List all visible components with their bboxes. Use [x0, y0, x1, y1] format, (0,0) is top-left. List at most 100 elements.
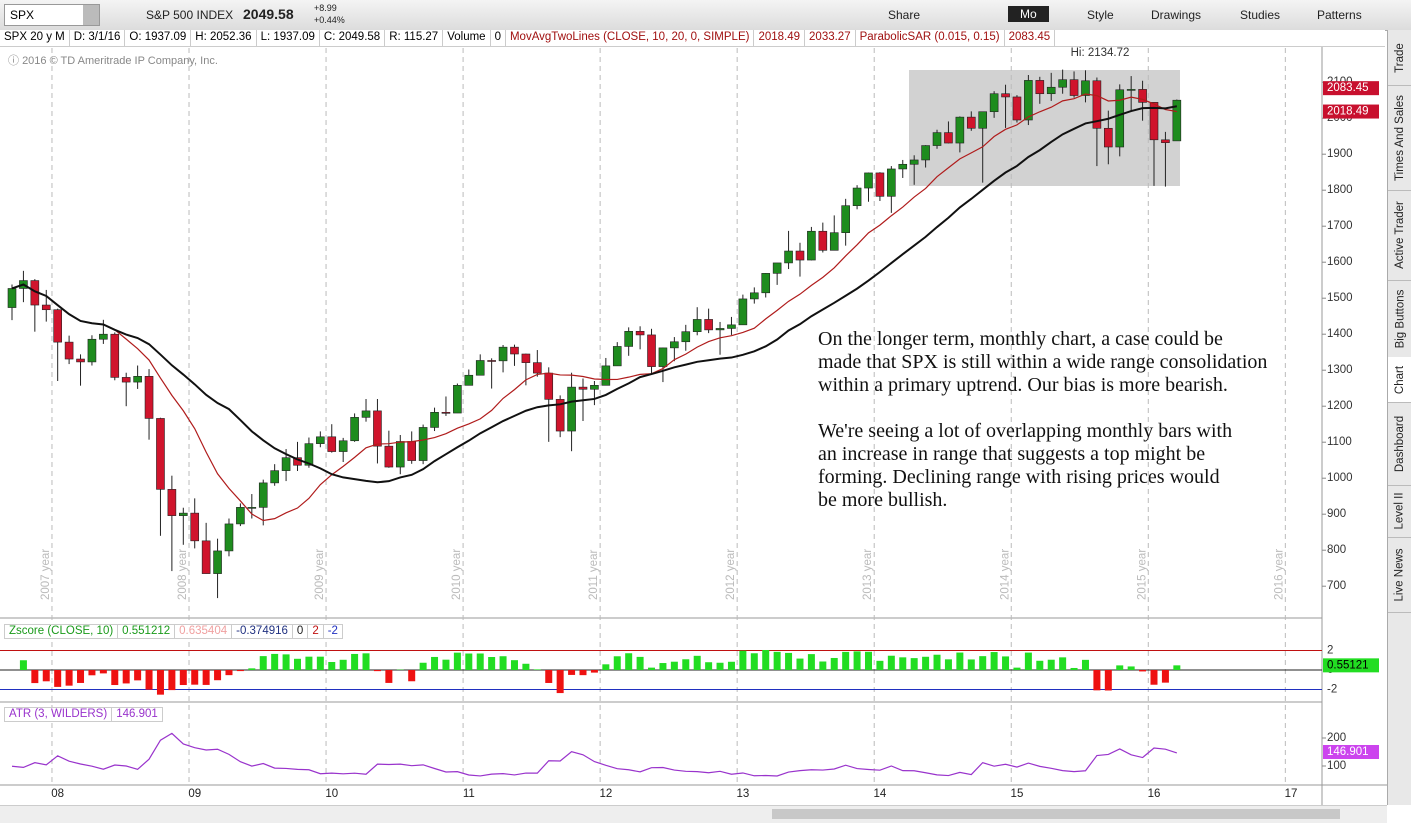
zscore-bar: [1013, 668, 1020, 670]
x-tick-label: 09: [188, 788, 201, 800]
candle-body: [670, 342, 678, 348]
candle-body: [385, 446, 393, 467]
zscore-bar: [77, 670, 84, 683]
candle-body: [225, 524, 233, 551]
sidebar-tab[interactable]: Live News: [1388, 537, 1411, 613]
candle-body: [933, 133, 941, 146]
price-tag: 2083.45: [1327, 82, 1369, 94]
x-tick-label: 17: [1285, 788, 1298, 800]
tab-label: Dashboard: [1394, 415, 1406, 471]
candle-body: [659, 348, 667, 367]
atr-value: ATR (3, WILDERS): [4, 707, 112, 722]
x-tick-label: 14: [874, 788, 887, 800]
zscore-bar: [808, 654, 815, 670]
zscore-bar: [911, 658, 918, 670]
candle-body: [979, 112, 987, 129]
candle-body: [419, 427, 427, 460]
candle-body: [99, 334, 107, 339]
zscore-bar: [385, 670, 392, 683]
atr-header: ATR (3, WILDERS)146.901: [4, 707, 162, 722]
candle-body: [236, 507, 244, 524]
info-item: MovAvgTwoLines (CLOSE, 10, 20, 0, SIMPLE…: [506, 30, 754, 46]
candle-body: [750, 293, 758, 299]
zscore-bar: [283, 654, 290, 670]
candle-body: [1024, 80, 1032, 120]
candle-body: [510, 347, 518, 354]
zscore-bar: [899, 657, 906, 670]
candle-body: [259, 483, 267, 507]
zscore-bar: [819, 661, 826, 670]
drawings-button[interactable]: Drawings: [1151, 8, 1201, 22]
candle-body: [773, 263, 781, 273]
candle-body: [944, 133, 952, 143]
zscore-bar: [237, 670, 244, 671]
sidebar-tab[interactable]: Level II: [1388, 485, 1411, 538]
zscore-bar: [956, 653, 963, 670]
candle-body: [111, 334, 119, 377]
info-item: C: 2049.58: [320, 30, 385, 46]
candle-body: [648, 335, 656, 367]
aggregation-button[interactable]: Mo: [1008, 6, 1049, 22]
zscore-bar: [488, 657, 495, 670]
zscore-bar: [1151, 670, 1158, 685]
sidebar-tab[interactable]: Dashboard: [1388, 402, 1411, 486]
zscore-bar: [1139, 670, 1146, 671]
sidebar-tab[interactable]: Big Buttons: [1388, 280, 1411, 358]
sidebar-tab[interactable]: Trade: [1388, 30, 1411, 86]
zscore-bar: [922, 657, 929, 670]
zscore-bar: [1162, 670, 1169, 683]
zscore-bar: [431, 657, 438, 670]
zscore-bar: [442, 660, 449, 670]
x-tick-label: 12: [599, 788, 612, 800]
info-item: 0: [491, 30, 506, 46]
info-item: 2033.27: [805, 30, 856, 46]
scrollbar[interactable]: [772, 809, 1340, 819]
candle-body: [727, 325, 735, 329]
info-item: O: 1937.09: [125, 30, 191, 46]
candle-body: [431, 412, 439, 427]
candle-body: [910, 160, 918, 164]
candle-body: [1116, 90, 1124, 147]
zscore-bar: [934, 655, 941, 670]
sidebar-tab[interactable]: Chart: [1388, 357, 1411, 403]
zscore-bar: [374, 670, 381, 671]
zscore-bar: [1105, 670, 1112, 690]
zscore-bar: [545, 670, 552, 683]
sidebar-tab[interactable]: Active Trader: [1388, 190, 1411, 281]
candle-body: [1081, 81, 1089, 96]
zscore-bar: [1128, 666, 1135, 670]
info-item: R: 115.27: [385, 30, 443, 46]
x-tick-label: 15: [1011, 788, 1024, 800]
candle-body: [179, 513, 187, 516]
zscore-bar: [328, 662, 335, 670]
zscore-bar: [317, 657, 324, 670]
candle-body: [362, 411, 370, 417]
candle-body: [579, 387, 587, 389]
share-button[interactable]: Share: [888, 8, 920, 22]
zscore-bar: [1173, 665, 1180, 670]
candle-body: [248, 507, 256, 508]
patterns-button[interactable]: Patterns: [1317, 8, 1362, 22]
candle-body: [1104, 128, 1112, 147]
zscore-bar: [522, 664, 529, 670]
x-tick-label: 11: [463, 788, 475, 800]
style-button[interactable]: Style: [1087, 8, 1114, 22]
zscore-bar: [294, 659, 301, 670]
candle-body: [328, 437, 336, 452]
zscore-bar: [1025, 653, 1032, 670]
symbol-box[interactable]: SPX: [4, 4, 100, 26]
candle-body: [807, 231, 815, 260]
candle-body: [396, 441, 404, 467]
studies-button[interactable]: Studies: [1240, 8, 1280, 22]
info-item: SPX 20 y M: [0, 30, 70, 46]
zscore-bar: [1059, 657, 1066, 670]
candle-body: [819, 231, 827, 250]
zscore-bar: [363, 653, 370, 670]
zscore-bar: [728, 662, 735, 670]
sidebar-tab[interactable]: Times And Sales: [1388, 85, 1411, 191]
candle-body: [522, 354, 530, 363]
zscore-bar: [1082, 660, 1089, 670]
candle-body: [956, 117, 964, 143]
info-item: L: 1937.09: [257, 30, 320, 46]
dropdown[interactable]: [83, 5, 99, 25]
